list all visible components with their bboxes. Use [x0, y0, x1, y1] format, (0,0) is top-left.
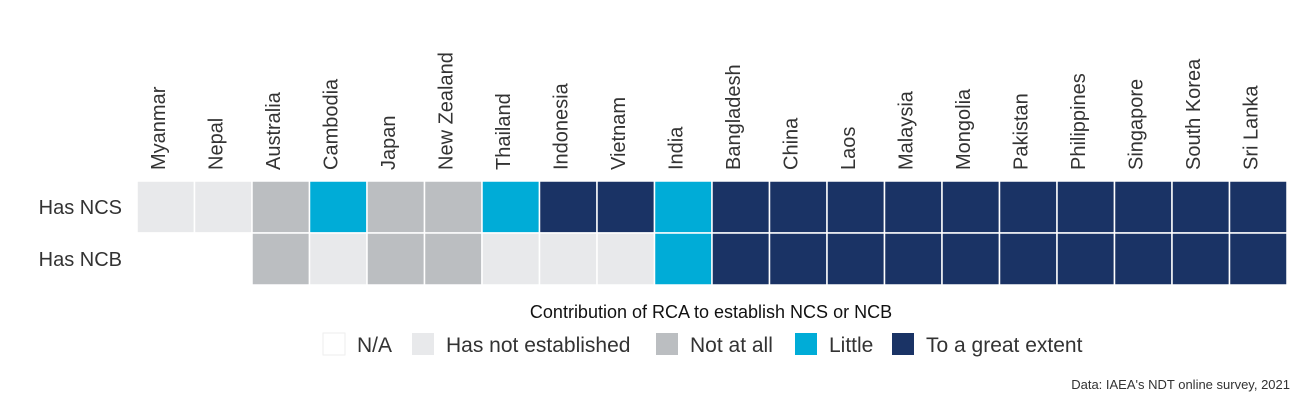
legend-swatch-not-at-all [656, 333, 678, 355]
column-label-sri-lanka: Sri Lanka [1241, 85, 1263, 170]
cell-has-ncs-japan [366, 180, 426, 234]
column-labels: Myanmar Nepal Australia Cambodia Japan New Ze… [148, 52, 1263, 170]
cell-has-ncb-thailand [481, 232, 541, 286]
column-label-singapore: Singapore [1126, 79, 1148, 170]
cell-has-ncs-india [653, 180, 713, 234]
row-label-has-ncb: Has NCB [39, 249, 122, 271]
legend-item-little: Little [795, 333, 873, 357]
column-label-myanmar: Myanmar [148, 86, 170, 170]
cell-has-ncs-bangladesh [711, 180, 771, 234]
cell-has-ncs-malaysia [883, 180, 943, 234]
cell-has-ncb-new-zealand [423, 232, 483, 286]
cell-has-ncs-singapore [1113, 180, 1173, 234]
source-note: Data: IAEA's NDT online survey, 2021 [1071, 377, 1290, 392]
column-label-laos: Laos [838, 127, 860, 170]
column-label-cambodia: Cambodia [321, 78, 343, 170]
cell-has-ncs-thailand [481, 180, 541, 234]
heatmap-cells [136, 180, 1288, 286]
cell-has-ncb-indonesia [538, 232, 598, 286]
column-label-vietnam: Vietnam [608, 97, 630, 170]
column-label-malaysia: Malaysia [896, 90, 918, 170]
cell-has-ncs-philippines [1056, 180, 1116, 234]
column-label-thailand: Thailand [493, 93, 515, 170]
legend-title: Contribution of RCA to establish NCS or … [530, 302, 892, 322]
cell-has-ncb-china [768, 232, 828, 286]
legend-label-has-not-established: Has not established [446, 334, 630, 357]
legend-item-has-not-established: Has not established [412, 333, 630, 357]
column-label-china: China [781, 117, 803, 170]
cell-has-ncb-malaysia [883, 232, 943, 286]
cell-has-ncs-south-korea [1171, 180, 1231, 234]
row-labels: Has NCS Has NCB [39, 197, 122, 271]
cell-has-ncs-new-zealand [423, 180, 483, 234]
cell-has-ncs-myanmar [136, 180, 196, 234]
column-label-nepal: Nepal [206, 118, 228, 170]
cell-has-ncb-singapore [1113, 232, 1173, 286]
cell-has-ncb-laos [826, 232, 886, 286]
cell-has-ncs-mongolia [941, 180, 1001, 234]
legend-item-to-a-great-extent: To a great extent [892, 333, 1083, 357]
cell-has-ncb-bangladesh [711, 232, 771, 286]
legend-label-little: Little [829, 334, 873, 357]
cell-has-ncb-sri-lanka [1228, 232, 1288, 286]
legend-swatch-has-not-established [412, 333, 434, 355]
column-label-indonesia: Indonesia [551, 82, 573, 170]
column-label-india: India [666, 126, 688, 170]
cell-has-ncs-australia [251, 180, 311, 234]
cell-has-ncb-myanmar [136, 232, 196, 286]
cell-has-ncs-sri-lanka [1228, 180, 1288, 234]
legend-swatch-to-a-great-extent [892, 333, 914, 355]
cell-has-ncb-japan [366, 232, 426, 286]
cell-has-ncb-india [653, 232, 713, 286]
legend-label-n-a: N/A [357, 334, 392, 357]
cell-has-ncb-nepal [193, 232, 253, 286]
legend-swatch-n-a [322, 332, 346, 356]
cell-has-ncb-vietnam [596, 232, 656, 286]
column-label-australia: Australia [263, 91, 285, 170]
cell-has-ncs-china [768, 180, 828, 234]
cell-has-ncs-indonesia [538, 180, 598, 234]
column-label-philippines: Philippines [1068, 73, 1090, 170]
row-label-has-ncs: Has NCS [39, 197, 122, 219]
column-label-south-korea: South Korea [1183, 58, 1205, 170]
legend-label-to-a-great-extent: To a great extent [926, 334, 1083, 357]
column-label-bangladesh: Bangladesh [723, 64, 745, 170]
cell-has-ncb-australia [251, 232, 311, 286]
legend-item-not-at-all: Not at all [656, 333, 773, 357]
cell-has-ncb-south-korea [1171, 232, 1231, 286]
cell-has-ncb-mongolia [941, 232, 1001, 286]
cell-has-ncb-pakistan [998, 232, 1058, 286]
legend-label-not-at-all: Not at all [690, 334, 773, 357]
column-label-pakistan: Pakistan [1011, 93, 1033, 170]
cell-has-ncs-vietnam [596, 180, 656, 234]
legend-item-n-a: N/A [322, 332, 392, 357]
cell-has-ncs-nepal [193, 180, 253, 234]
cell-has-ncb-cambodia [308, 232, 368, 286]
cell-has-ncs-laos [826, 180, 886, 234]
legend: N/A Has not established Not at all Little To… [322, 332, 1083, 357]
column-label-new-zealand: New Zealand [436, 52, 458, 170]
column-label-japan: Japan [378, 116, 400, 171]
column-label-mongolia: Mongolia [953, 88, 975, 170]
legend-swatch-little [795, 333, 817, 355]
cell-has-ncs-cambodia [308, 180, 368, 234]
cell-has-ncb-philippines [1056, 232, 1116, 286]
cell-has-ncs-pakistan [998, 180, 1058, 234]
